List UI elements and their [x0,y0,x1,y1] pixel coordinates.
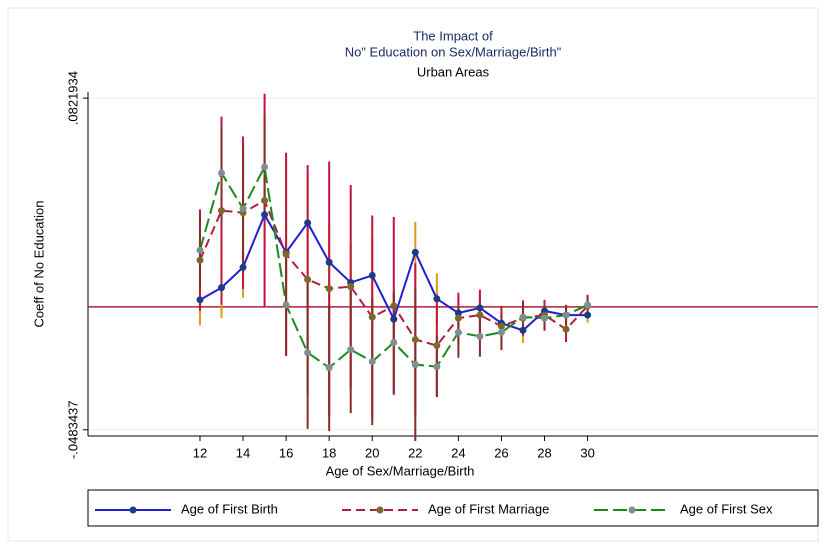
data-point [282,250,290,258]
data-point [368,358,376,366]
data-point [218,169,226,177]
x-tick-label: 22 [408,445,422,460]
x-tick-label: 18 [322,445,336,460]
legend-label: Age of First Marriage [428,501,549,516]
data-point [584,301,592,309]
data-point [196,296,204,304]
data-point [519,326,527,334]
y-axis-label: Coeff of No Education [31,201,46,328]
data-point [368,313,376,321]
data-point [390,315,398,323]
data-point [304,275,312,283]
legend-label: Age of First Birth [181,501,278,516]
data-point [282,301,290,309]
data-point [347,346,355,354]
data-point [497,328,505,336]
data-point [239,205,247,213]
data-point [562,325,570,333]
data-point [454,328,462,336]
data-point [325,364,333,372]
data-point [390,339,398,347]
data-point [368,271,376,279]
y-tick-label: -.0483437 [65,400,80,459]
data-point [433,363,441,371]
x-tick-label: 30 [580,445,594,460]
data-point [196,256,204,264]
x-tick-label: 26 [494,445,508,460]
legend-box [87,489,819,527]
data-point [261,211,269,219]
x-tick-label: 14 [236,445,250,460]
chart-frame [7,7,819,542]
data-point [325,258,333,266]
data-point [562,311,570,319]
data-point [304,349,312,357]
x-axis-label: Age of Sex/Marriage/Birth [326,463,475,478]
data-point [454,309,462,317]
legend-marker [376,506,384,514]
data-point [304,219,312,227]
data-point [476,304,484,312]
x-tick-label: 20 [365,445,379,460]
data-point [433,295,441,303]
data-point [218,284,226,292]
data-point [476,332,484,340]
data-point [239,263,247,271]
data-point [196,246,204,254]
x-tick-label: 28 [537,445,551,460]
data-point [411,335,419,343]
data-point [411,361,419,369]
data-point [411,248,419,256]
data-point [519,313,527,321]
data-point [218,207,226,215]
data-point [261,196,269,204]
x-tick-label: 12 [193,445,207,460]
data-point [476,311,484,319]
x-tick-label: 16 [279,445,293,460]
chart-title: No" Education on Sex/Marriage/Birth" [345,44,562,59]
chart-title: The Impact of [413,28,493,43]
legend-marker [628,506,636,514]
data-point [261,163,269,171]
chart-subtitle: Urban Areas [417,64,490,79]
x-tick-label: 24 [451,445,465,460]
data-point [584,311,592,319]
data-point [325,285,333,293]
legend-label: Age of First Sex [680,501,773,516]
data-point [390,302,398,310]
data-point [433,342,441,350]
data-point [497,322,505,330]
data-point [454,314,462,322]
y-tick-label: .0821934 [65,71,80,125]
data-point [541,314,549,322]
legend-marker [129,506,137,514]
data-point [347,283,355,291]
